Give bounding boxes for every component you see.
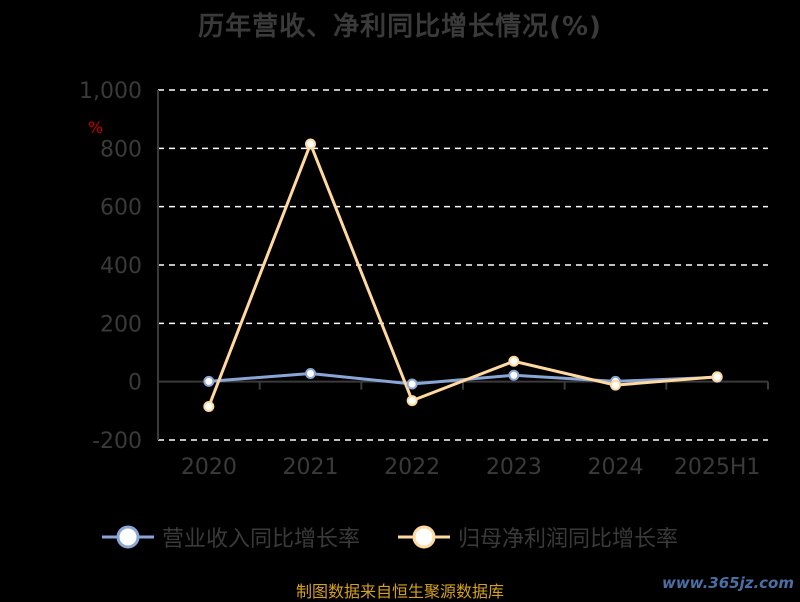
legend-label-net-profit: 归母净利润同比增长率: [458, 527, 679, 552]
x-tick-label: 2022: [384, 455, 440, 480]
data-point-1: [711, 371, 723, 383]
data-point-1: [406, 395, 418, 407]
data-point-1: [305, 138, 316, 150]
x-tick-label: 2023: [486, 455, 542, 480]
data-point-0: [305, 368, 316, 379]
chart-title: 历年营收、净利同比增长情况(%): [198, 12, 602, 42]
y-tick-label: 600: [100, 196, 142, 221]
legend-item-revenue[interactable]: 营业收入同比增长率: [102, 520, 360, 554]
data-point-1: [610, 379, 621, 391]
legend-line-circle-icon: [398, 525, 450, 549]
x-tick-label: 2024: [588, 455, 644, 480]
y-tick-label: 400: [100, 254, 142, 279]
legend-line-circle-icon: [102, 525, 154, 549]
y-tick-label: 200: [100, 312, 142, 337]
x-tick-label: 2021: [283, 455, 339, 480]
data-point-0: [406, 378, 418, 390]
data-point-0: [508, 369, 520, 381]
chart-legend: 营业收入同比增长率 归母净利润同比增长率: [0, 520, 800, 554]
y-tick-label: 800: [100, 137, 142, 162]
data-point-1: [203, 400, 215, 412]
data-source-note: 制图数据来自恒生聚源数据库: [295, 582, 504, 601]
y-tick-label: 0: [128, 371, 142, 396]
x-tick-label: 2020: [181, 455, 237, 480]
data-point-1: [508, 355, 520, 367]
series-line-1: [207, 142, 718, 408]
watermark-logo: www.365jz.com: [661, 574, 794, 592]
data-point-0: [203, 375, 215, 387]
y-tick-label: -200: [92, 429, 142, 454]
y-axis-unit-label: %: [88, 118, 104, 137]
y-tick-label: 1,000: [79, 79, 142, 104]
x-tick-label: 2025H1: [674, 455, 761, 480]
legend-label-revenue: 营业收入同比增长率: [162, 527, 361, 552]
legend-item-net-profit[interactable]: 归母净利润同比增长率: [398, 520, 678, 554]
